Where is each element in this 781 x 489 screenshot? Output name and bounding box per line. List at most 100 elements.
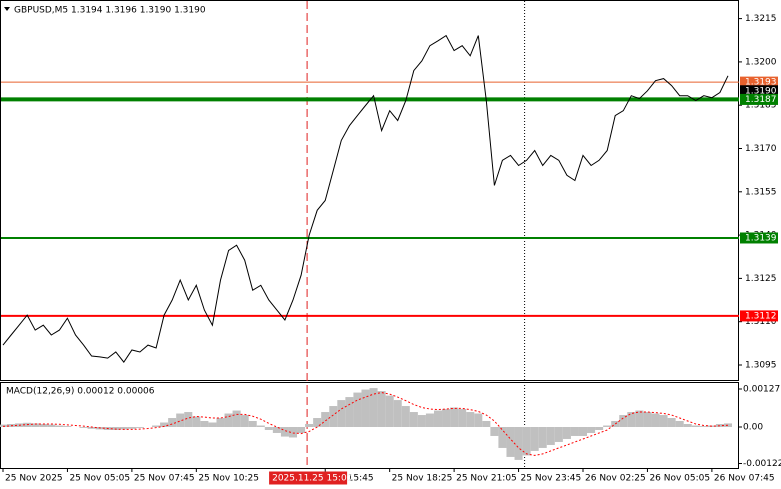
- macd-bar: [401, 406, 410, 427]
- macd-bar: [627, 412, 636, 427]
- macd-bar: [353, 392, 362, 427]
- macd-bar: [417, 415, 426, 427]
- macd-bar: [651, 413, 660, 427]
- macd-bar: [240, 415, 249, 427]
- x-tick-label: 25 Nov 10:25: [198, 474, 259, 484]
- macd-bar: [305, 424, 314, 427]
- macd-bar: [39, 424, 48, 427]
- x-tick-label: 25 Nov 23:45: [521, 474, 582, 484]
- chart-title: GBPUSD,M5 1.3194 1.3196 1.3190 1.3190: [14, 6, 206, 16]
- macd-bar: [329, 406, 338, 427]
- x-tick-label: 26 Nov 02:25: [585, 474, 646, 484]
- level-label-box: [740, 76, 778, 88]
- macd-bar: [723, 423, 733, 427]
- x-tick-label: 25 Nov 2025: [5, 474, 63, 484]
- macd-bar: [184, 412, 193, 427]
- price-frame: [0, 0, 739, 381]
- macd-bar: [361, 389, 370, 427]
- macd-bar: [514, 426, 523, 460]
- macd-bar: [595, 426, 604, 430]
- macd-bar: [675, 421, 684, 427]
- macd-bar: [498, 426, 507, 448]
- y-tick-label: 1.3155: [745, 187, 777, 197]
- macd-bar: [699, 426, 708, 427]
- macd-bar: [127, 426, 136, 429]
- x-tick-label: Nov 15:45: [327, 474, 373, 484]
- macd-bar: [47, 424, 56, 427]
- macd-bar: [63, 426, 72, 427]
- macd-bar: [55, 425, 64, 427]
- level-label: 1.3139: [745, 233, 777, 243]
- macd-bar: [313, 418, 322, 427]
- macd-bar: [659, 415, 668, 427]
- price-line: [2, 34, 729, 363]
- macd-bar: [0, 424, 8, 427]
- macd-bar: [578, 426, 588, 436]
- level-label: 1.3187: [745, 95, 777, 105]
- macd-bar: [111, 426, 120, 430]
- y-tick-label: 1.3200: [745, 57, 777, 67]
- macd-bar: [297, 426, 306, 433]
- y-tick-label: 0.00: [743, 422, 763, 432]
- y-tick-label: -0.00122: [743, 459, 781, 469]
- macd-bar: [643, 412, 652, 427]
- level-label-box: [740, 310, 778, 322]
- y-tick-label: 1.3215: [745, 14, 777, 24]
- macd-bar: [208, 422, 217, 427]
- y-tick-label: 1.3170: [745, 144, 777, 154]
- level-label-box: [740, 232, 778, 244]
- macd-bar: [264, 426, 273, 430]
- macd-bar: [715, 424, 724, 427]
- macd-bar: [377, 391, 386, 427]
- macd-bar: [522, 426, 531, 456]
- y-tick-label: 1.3110: [745, 317, 777, 327]
- macd-bar: [160, 422, 169, 427]
- macd-bar: [152, 425, 161, 427]
- macd-bar: [345, 397, 354, 427]
- macd-bar: [87, 426, 96, 429]
- macd-bar: [31, 423, 40, 427]
- x-tick-label: 25 Nov 07:45: [134, 474, 195, 484]
- macd-bar: [256, 425, 265, 427]
- macd-bar: [611, 421, 620, 427]
- macd-bar: [168, 418, 177, 427]
- y-tick-label: 1.3185: [745, 101, 777, 111]
- macd-bar: [321, 412, 330, 427]
- x-tick-label: 25 Nov 18:25: [392, 474, 453, 484]
- macd-bar: [619, 415, 628, 427]
- macd-bar: [216, 418, 225, 427]
- macd-bar: [450, 407, 459, 427]
- macd-bar: [506, 426, 515, 457]
- macd-bar: [538, 426, 547, 448]
- macd-bar: [433, 410, 443, 427]
- x-tick-label: 26 Nov 07:45: [714, 474, 775, 484]
- y-tick-label: 1.3095: [745, 360, 777, 370]
- macd-bar: [425, 413, 434, 427]
- macd-bar: [442, 409, 451, 427]
- macd-bar: [683, 424, 692, 427]
- macd-bar: [272, 426, 281, 433]
- macd-bar: [135, 426, 144, 428]
- macd-bar: [337, 400, 346, 427]
- level-label: 1.3112: [745, 311, 777, 321]
- macd-bar: [248, 421, 257, 427]
- macd-bar: [176, 413, 185, 427]
- macd-bar: [280, 426, 289, 437]
- x-tick-label: 26 Nov 05:05: [649, 474, 710, 484]
- level-label: 1.3190: [745, 86, 777, 96]
- x-tick-label: 25 Nov 21:05: [456, 474, 517, 484]
- macd-bar: [224, 413, 233, 427]
- macd-bar: [232, 410, 241, 427]
- indicator-title: MACD(12,26,9) 0.00012 0.00006: [6, 387, 155, 397]
- macd-bar: [530, 426, 539, 451]
- macd-bar: [554, 426, 563, 442]
- macd-bar: [570, 426, 579, 436]
- y-tick-label: 0.00127: [743, 384, 780, 394]
- macd-bar: [691, 425, 700, 427]
- macd-bar: [409, 412, 418, 427]
- macd-bar: [635, 410, 644, 427]
- macd-bar: [466, 412, 475, 427]
- macd-bar: [119, 426, 128, 430]
- macd-bar: [458, 409, 467, 427]
